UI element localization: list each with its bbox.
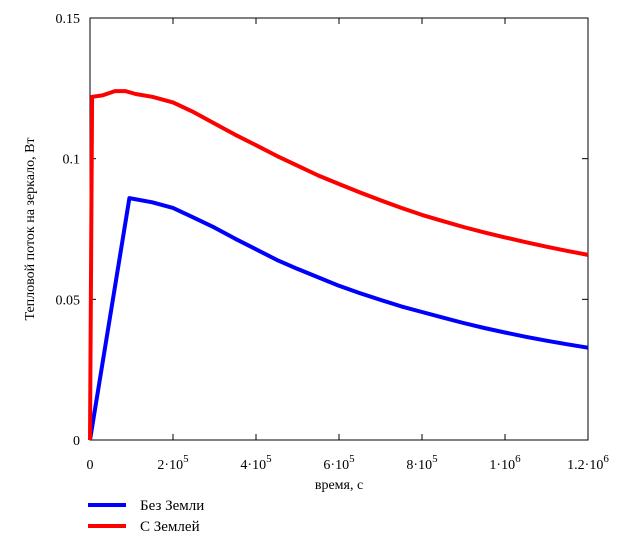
x-tick-label: 6·105 xyxy=(323,453,355,473)
x-tick-label: 1·106 xyxy=(489,453,521,473)
x-tick-label: 2·105 xyxy=(157,453,189,473)
legend: Без Земли С Землей xyxy=(88,498,204,535)
y-tick-label: 0.05 xyxy=(56,293,81,308)
plot-frame xyxy=(89,17,589,441)
x-tick-label: 8·105 xyxy=(406,453,438,473)
x-tick-label: 0 xyxy=(87,458,94,473)
x-tick-label: 4·105 xyxy=(240,453,272,473)
x-axis-label: время, с xyxy=(315,478,363,493)
legend-label-2: С Землей xyxy=(140,519,200,535)
legend-label-1: Без Земли xyxy=(140,498,204,514)
series-lines xyxy=(88,89,589,441)
series-line-1 xyxy=(88,196,589,441)
y-tick-label: 0.1 xyxy=(63,153,81,168)
tick-labels: 0 2·105 4·105 6·105 8·105 1·106 1.2·106 0 0.05 0.… xyxy=(56,12,610,473)
x-tick-label: 1.2·106 xyxy=(567,453,609,473)
ticks xyxy=(89,17,589,441)
y-tick-label: 0 xyxy=(73,434,80,449)
y-axis-label: Тепловой поток на зеркало, Вт xyxy=(23,137,38,320)
y-tick-label: 0.15 xyxy=(56,12,81,27)
series-line-2 xyxy=(88,89,589,441)
